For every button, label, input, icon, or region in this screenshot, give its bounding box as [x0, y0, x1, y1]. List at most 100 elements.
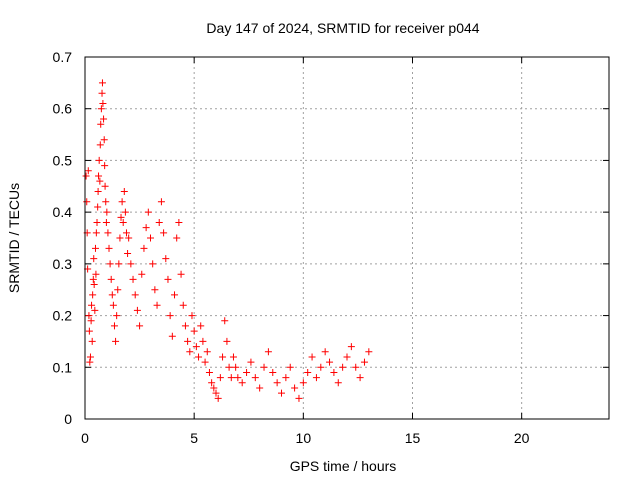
- x-axis-title: GPS time / hours: [290, 458, 397, 474]
- data-point: [100, 136, 108, 144]
- data-point: [229, 353, 237, 361]
- data-point: [334, 379, 342, 387]
- data-point: [299, 379, 307, 387]
- data-point: [86, 353, 94, 361]
- grid: [85, 57, 609, 419]
- data-point: [89, 291, 97, 299]
- data-point: [100, 115, 108, 123]
- data-point: [93, 218, 101, 226]
- data-point: [85, 312, 93, 320]
- data-point: [92, 229, 100, 237]
- data-point: [168, 332, 176, 340]
- data-point: [330, 368, 338, 376]
- data-point: [197, 322, 205, 330]
- data-point: [160, 229, 168, 237]
- data-point: [155, 218, 163, 226]
- data-point: [90, 281, 98, 289]
- data-point: [356, 374, 364, 382]
- x-tick-label: 5: [190, 430, 198, 446]
- data-point: [192, 343, 200, 351]
- data-point: [269, 368, 277, 376]
- data-point: [321, 348, 329, 356]
- y-tick-label: 0.1: [53, 359, 73, 375]
- y-axis-title: SRMTID / TECUs: [6, 183, 22, 293]
- data-point: [286, 363, 294, 371]
- data-point: [92, 270, 100, 278]
- data-point: [157, 198, 165, 206]
- data-point: [107, 275, 115, 283]
- data-point: [304, 368, 312, 376]
- data-point: [173, 234, 181, 242]
- x-tick-label: 0: [81, 430, 89, 446]
- data-point: [129, 275, 137, 283]
- data-point: [326, 358, 334, 366]
- data-point: [119, 218, 127, 226]
- data-point: [98, 89, 106, 97]
- data-point: [256, 384, 264, 392]
- data-point: [179, 301, 187, 309]
- data-point: [171, 291, 179, 299]
- y-tick-label: 0.7: [53, 49, 73, 65]
- data-point: [175, 218, 183, 226]
- data-point: [101, 162, 109, 170]
- data-point: [122, 229, 130, 237]
- y-tick-label: 0.6: [53, 101, 73, 117]
- data-point: [125, 234, 133, 242]
- data-point: [308, 353, 316, 361]
- data-point: [97, 120, 105, 128]
- data-point: [214, 394, 222, 402]
- data-point: [96, 141, 104, 149]
- data-point: [142, 224, 150, 232]
- data-point: [91, 306, 99, 314]
- data-point: [312, 374, 320, 382]
- data-point: [221, 317, 229, 325]
- data-point: [181, 322, 189, 330]
- data-point: [273, 379, 281, 387]
- data-point: [109, 301, 117, 309]
- data-point: [232, 363, 240, 371]
- data-point: [339, 363, 347, 371]
- data-point: [184, 337, 192, 345]
- data-point: [113, 312, 121, 320]
- data-point: [108, 291, 116, 299]
- data-point: [121, 208, 129, 216]
- data-point: [278, 389, 285, 397]
- data-point: [133, 306, 141, 314]
- data-point: [102, 198, 110, 206]
- data-point: [118, 198, 126, 206]
- data-point: [114, 286, 122, 294]
- data-point: [177, 270, 185, 278]
- data-point: [219, 353, 227, 361]
- data-point: [105, 244, 113, 252]
- data-point: [295, 394, 303, 402]
- data-point: [136, 322, 144, 330]
- data-point: [116, 234, 124, 242]
- data-point: [127, 260, 135, 268]
- data-point: [84, 167, 92, 175]
- data-point: [151, 286, 159, 294]
- data-point: [234, 374, 242, 382]
- data-point: [352, 363, 360, 371]
- data-point: [91, 244, 99, 252]
- data-point: [291, 384, 299, 392]
- data-point: [190, 327, 198, 335]
- data-point: [95, 156, 103, 164]
- data-point: [140, 244, 148, 252]
- data-point: [88, 301, 96, 309]
- x-tick-label: 15: [405, 430, 421, 446]
- data-point: [102, 218, 110, 226]
- data-point: [99, 100, 107, 108]
- data-point: [251, 374, 259, 382]
- data-point: [360, 358, 368, 366]
- data-point: [98, 79, 106, 87]
- data-point: [238, 379, 246, 387]
- data-point: [101, 182, 109, 190]
- data-point: [112, 337, 120, 345]
- data-point: [195, 353, 203, 361]
- data-point: [120, 187, 128, 195]
- data-point: [82, 172, 90, 180]
- data-point: [210, 384, 218, 392]
- y-tick-label: 0.3: [53, 256, 73, 272]
- data-point: [317, 363, 325, 371]
